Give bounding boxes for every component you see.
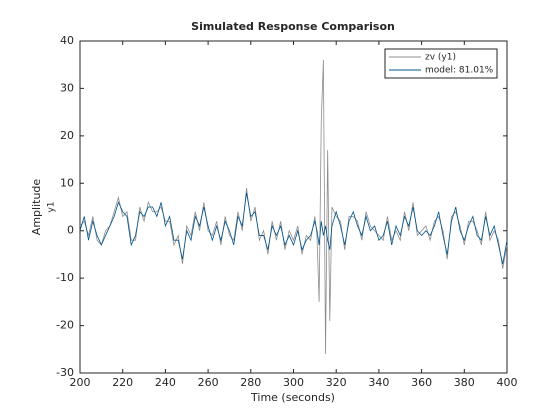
series-line xyxy=(79,192,508,264)
y-tick-label: -10 xyxy=(56,271,74,284)
y-tick-label: 30 xyxy=(60,81,74,94)
legend: zv (y1) model: 81.01% xyxy=(384,48,498,79)
x-tick-label: 300 xyxy=(283,376,304,389)
y-axis-label: Amplitude xyxy=(30,179,43,236)
x-axis-label: Time (seconds) xyxy=(250,391,335,404)
x-tick-label: 380 xyxy=(454,376,475,389)
y-tick-label: 40 xyxy=(60,34,74,47)
x-tick-label: 220 xyxy=(112,376,133,389)
y-tick-label: 10 xyxy=(60,176,74,189)
y-tick-label: 0 xyxy=(67,224,74,237)
legend-label: model: 81.01% xyxy=(425,66,494,76)
legend-box xyxy=(384,48,498,79)
output-label: y1 xyxy=(47,201,57,212)
x-tick-label: 400 xyxy=(497,376,518,389)
y-tick-label: -30 xyxy=(56,366,74,379)
lines xyxy=(79,59,508,355)
x-tick-label: 360 xyxy=(411,376,432,389)
legend-label: zv (y1) xyxy=(425,53,456,63)
x-tick-label: 280 xyxy=(240,376,261,389)
x-tick-label: 340 xyxy=(368,376,389,389)
x-tick-label: 320 xyxy=(326,376,347,389)
chart-title: Simulated Response Comparison xyxy=(191,20,395,33)
x-tick-label: 200 xyxy=(70,376,91,389)
series-line xyxy=(79,59,508,355)
x-tick-label: 260 xyxy=(198,376,219,389)
y-tick-label: -20 xyxy=(56,319,74,332)
y-tick-label: 20 xyxy=(60,129,74,142)
x-tick-label: 240 xyxy=(155,376,176,389)
